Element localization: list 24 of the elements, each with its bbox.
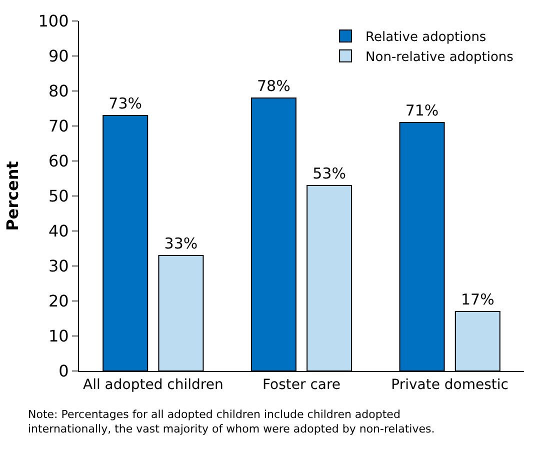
y-tick-label: 100 [38, 12, 69, 31]
data-label: 17% [460, 290, 494, 308]
y-tick-label: 60 [48, 152, 69, 171]
y-tick-label: 90 [48, 46, 69, 66]
y-axis-title: Percent [3, 160, 22, 231]
data-label: 33% [164, 234, 198, 252]
y-tick-label: 80 [48, 82, 69, 101]
legend-label: Non-relative adoptions [366, 50, 514, 65]
y-tick-label: 20 [48, 292, 69, 311]
legend-label: Relative adoptions [366, 30, 486, 46]
data-label: 71% [405, 102, 439, 120]
y-tick-label: 30 [48, 256, 69, 276]
x-tick-label: Foster care [262, 376, 341, 393]
x-tick-label: All adopted children [83, 376, 224, 393]
data-label: 73% [108, 94, 142, 112]
data-label: 53% [312, 164, 346, 182]
y-tick-label: 0 [58, 362, 69, 381]
y-tick-label: 40 [48, 222, 69, 241]
data-label: 78% [257, 77, 290, 95]
y-tick-label: 10 [48, 326, 69, 346]
y-tick-label: 70 [48, 116, 69, 136]
x-tick-label: Private domestic [391, 376, 508, 393]
text: Note: Percentages for all adopted children include children adopted internationally, the vast majority of whom were adopted by non-relatives. [28, 408, 435, 436]
y-tick-label: 50 [48, 186, 69, 206]
